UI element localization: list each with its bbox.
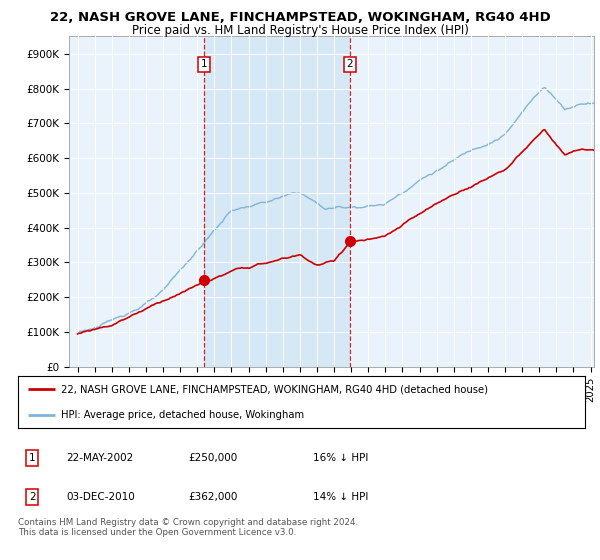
Text: HPI: Average price, detached house, Wokingham: HPI: Average price, detached house, Woki… xyxy=(61,410,304,421)
Text: 22, NASH GROVE LANE, FINCHAMPSTEAD, WOKINGHAM, RG40 4HD (detached house): 22, NASH GROVE LANE, FINCHAMPSTEAD, WOKI… xyxy=(61,384,488,394)
Text: 22, NASH GROVE LANE, FINCHAMPSTEAD, WOKINGHAM, RG40 4HD: 22, NASH GROVE LANE, FINCHAMPSTEAD, WOKI… xyxy=(50,11,550,24)
Text: 22-MAY-2002: 22-MAY-2002 xyxy=(66,453,133,463)
Text: 03-DEC-2010: 03-DEC-2010 xyxy=(66,492,135,502)
Text: 1: 1 xyxy=(200,59,207,69)
Bar xyxy=(204,36,350,367)
Text: 2: 2 xyxy=(29,492,35,502)
Text: 2: 2 xyxy=(346,59,353,69)
Text: Price paid vs. HM Land Registry's House Price Index (HPI): Price paid vs. HM Land Registry's House … xyxy=(131,24,469,36)
Text: Contains HM Land Registry data © Crown copyright and database right 2024.
This d: Contains HM Land Registry data © Crown c… xyxy=(18,518,358,538)
Text: 14% ↓ HPI: 14% ↓ HPI xyxy=(313,492,368,502)
Text: £362,000: £362,000 xyxy=(188,492,238,502)
Text: 16% ↓ HPI: 16% ↓ HPI xyxy=(313,453,368,463)
Text: £250,000: £250,000 xyxy=(188,453,238,463)
Text: 1: 1 xyxy=(29,453,35,463)
